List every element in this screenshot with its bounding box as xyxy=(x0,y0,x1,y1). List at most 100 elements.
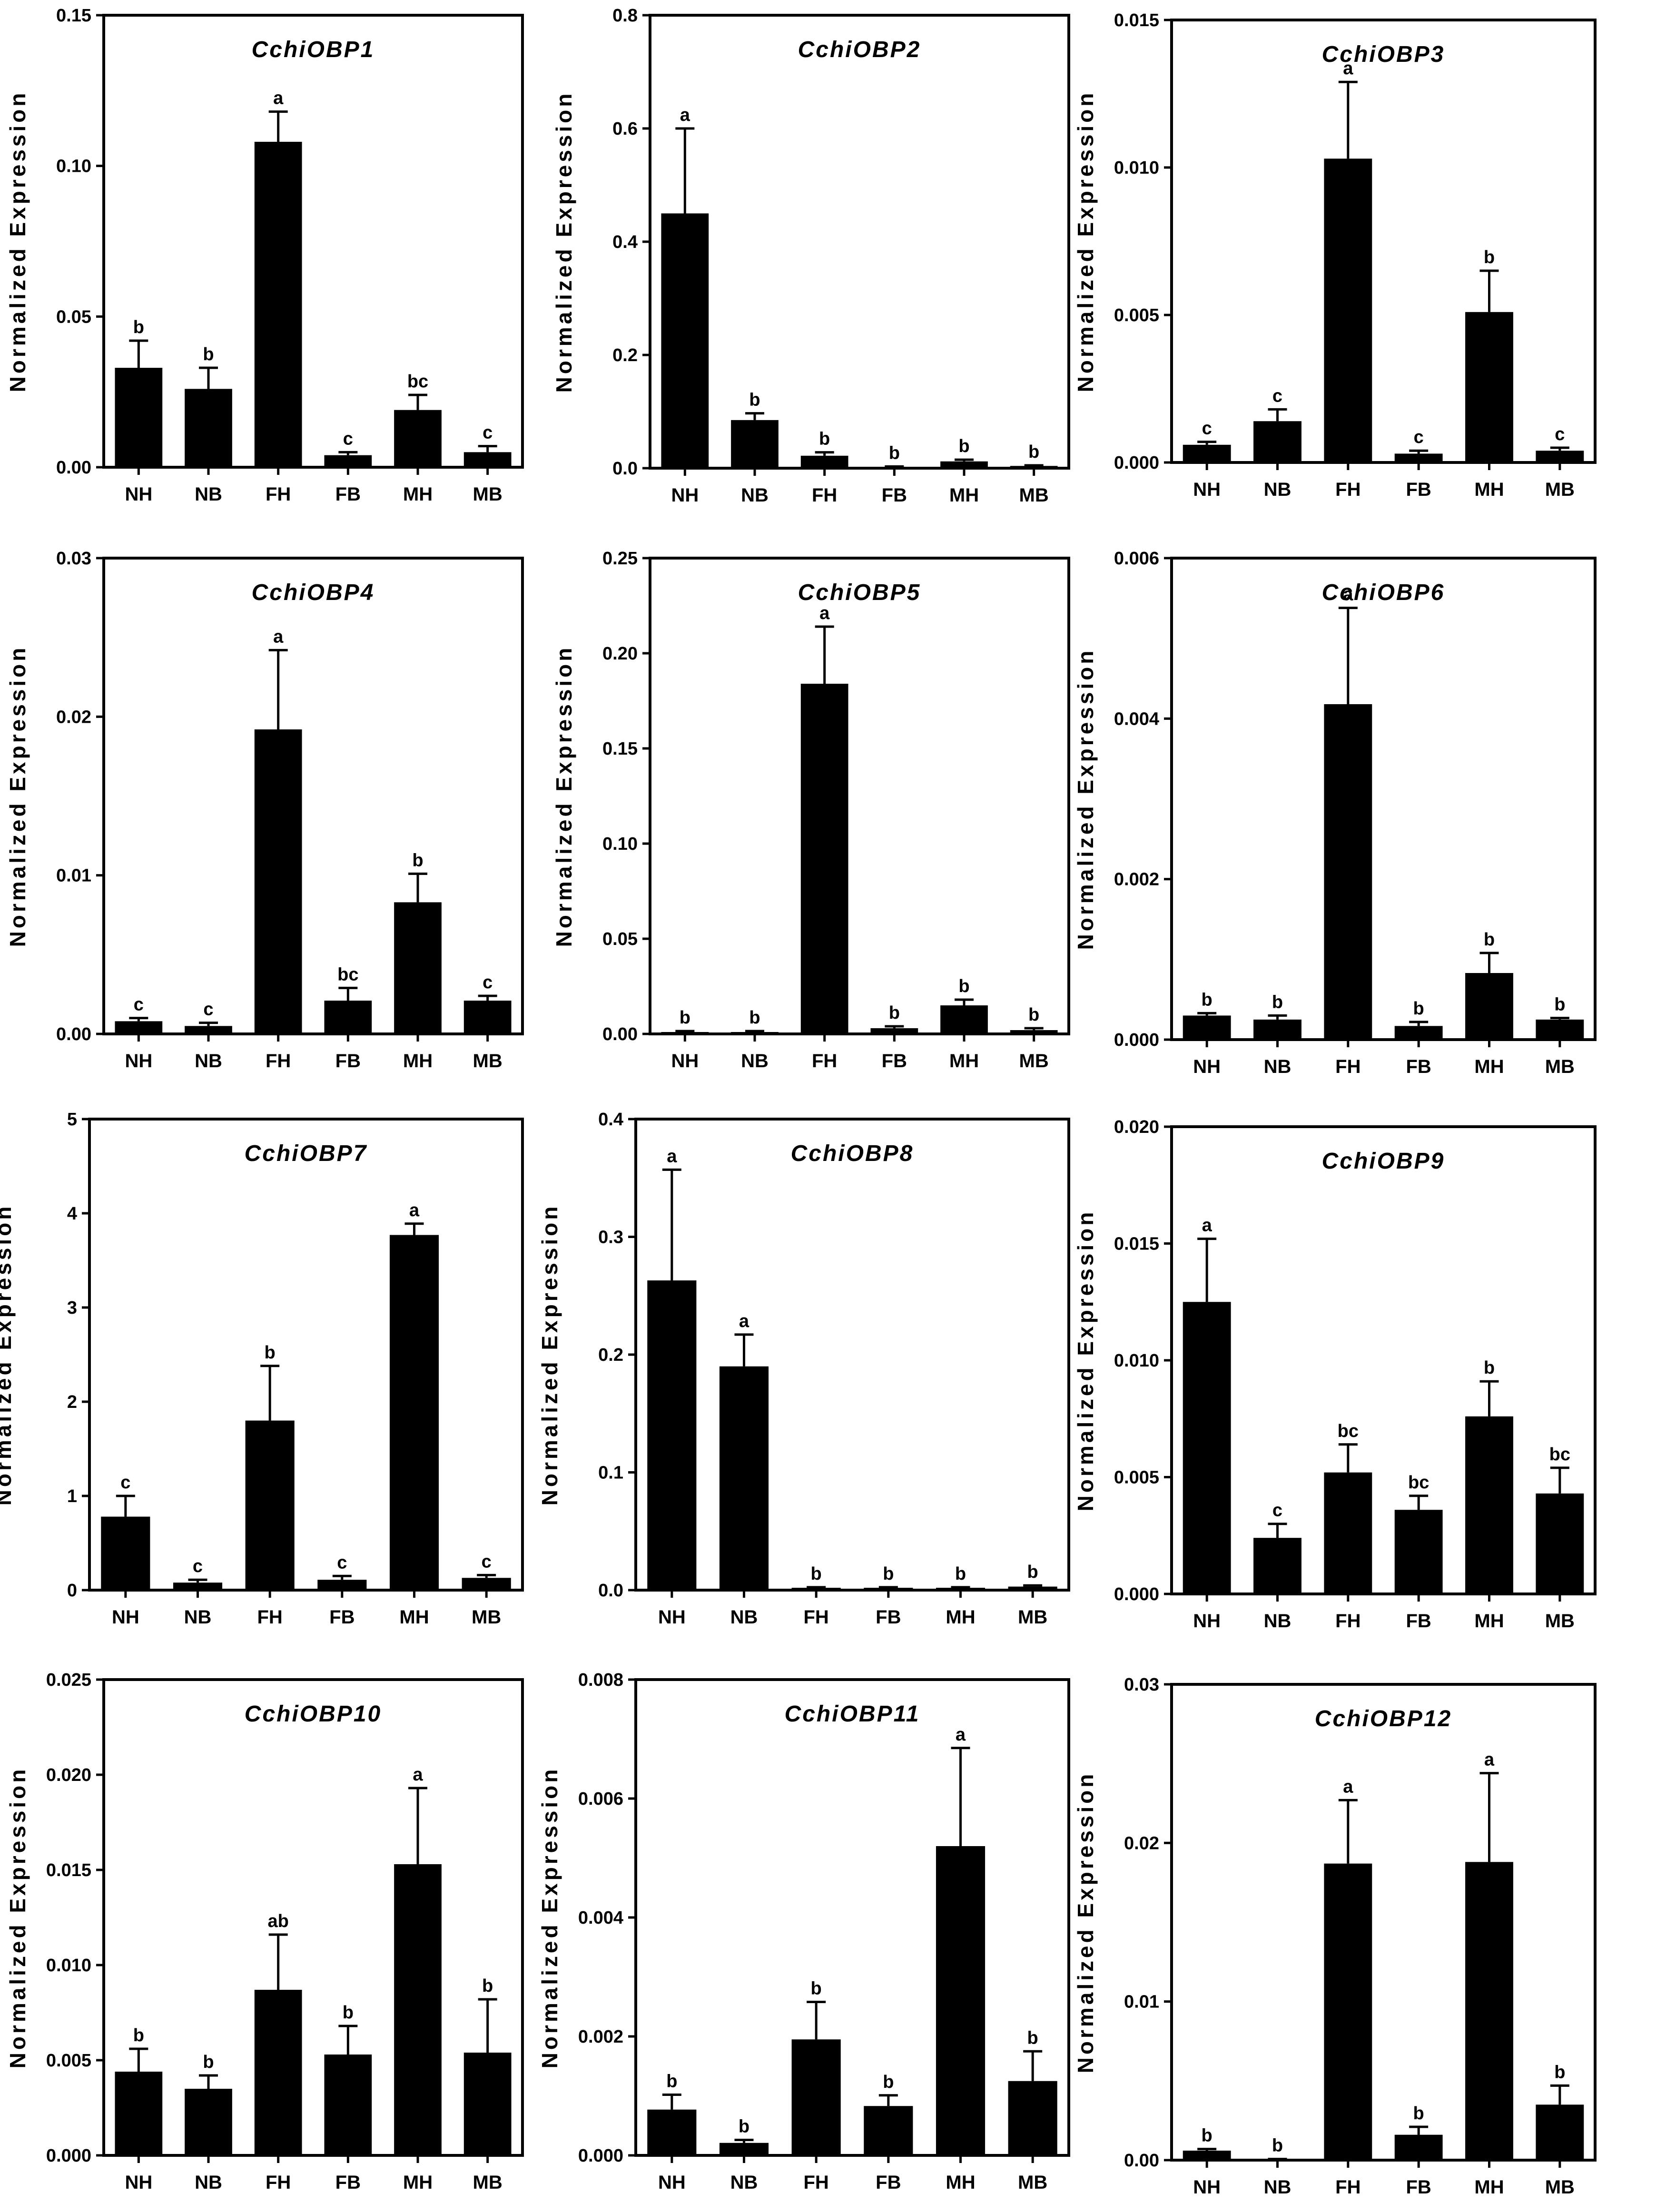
y-tick-label: 0.000 xyxy=(1114,453,1159,473)
x-tick-label-MB: MB xyxy=(1018,2172,1047,2193)
significance-label-FB: bc xyxy=(337,964,358,984)
x-tick-label-FH: FH xyxy=(804,1607,829,1628)
x-tick-label-MH: MH xyxy=(1474,479,1504,500)
x-tick-label-MB: MB xyxy=(473,484,503,505)
bar-FH xyxy=(254,1990,302,2155)
bar-NB xyxy=(173,1583,223,1590)
x-tick-label-MB: MB xyxy=(473,2172,503,2193)
bar-NB xyxy=(1253,1019,1301,1040)
bar-FB xyxy=(1394,2134,1443,2160)
significance-label-FH: a xyxy=(1343,59,1353,79)
x-tick-label-FB: FB xyxy=(876,1607,901,1628)
y-tick-label: 0.2 xyxy=(598,1345,623,1365)
significance-label-MB: b xyxy=(1028,1005,1039,1025)
x-tick-label-FB: FB xyxy=(876,2172,901,2193)
x-tick-label-FH: FH xyxy=(266,484,291,505)
plot-frame xyxy=(102,557,524,1035)
significance-label-NB: b xyxy=(1272,2136,1283,2156)
x-tick-label-NH: NH xyxy=(1193,2177,1221,2198)
x-tick-label-FH: FH xyxy=(1335,1056,1361,1077)
y-tick-label: 0.2 xyxy=(612,345,638,365)
y-tick-label: 0.8 xyxy=(612,6,638,26)
y-tick-label: 2 xyxy=(67,1392,77,1412)
bar-NB xyxy=(185,1026,232,1034)
y-tick-label: 0 xyxy=(67,1581,77,1601)
significance-label-MH: b xyxy=(1484,247,1495,267)
significance-label-FH: ab xyxy=(267,1911,288,1931)
bar-MB xyxy=(1536,1493,1584,1594)
significance-label-NB: b xyxy=(749,390,760,410)
y-tick-label: 0.015 xyxy=(46,1860,91,1880)
significance-label-NH: b xyxy=(680,1008,690,1028)
bar-NB xyxy=(185,389,232,467)
plot-frame xyxy=(88,1118,524,1592)
y-axis-title: Normalized Expression xyxy=(1073,1771,1098,2074)
x-tick-label-NH: NH xyxy=(1193,479,1221,500)
bar-MH xyxy=(940,1005,988,1034)
y-axis-title: Normalized Expression xyxy=(5,1767,30,2069)
bar-FB xyxy=(1394,1510,1443,1594)
x-tick-label-MH: MH xyxy=(1474,2177,1504,2198)
significance-label-MH: a xyxy=(413,1765,423,1785)
x-tick-label-MB: MB xyxy=(1018,1607,1047,1628)
plot-frame xyxy=(634,1678,1070,2157)
chart-CchiOBP12: 0.00 0.01 0.02 0.03 Normalized Expression Cch… xyxy=(1073,1675,1597,2198)
bar-MH xyxy=(1465,312,1513,462)
y-tick-label: 0.20 xyxy=(602,644,638,664)
bar-MB xyxy=(1008,2081,1057,2155)
y-tick-label: 0.05 xyxy=(602,929,638,949)
significance-label-MH: b xyxy=(958,436,969,456)
chart-title: CchiOBP10 xyxy=(245,1701,382,1727)
significance-label-NB: b xyxy=(203,2052,214,2072)
y-tick-label: 0.05 xyxy=(56,307,91,327)
significance-label-FH: a xyxy=(273,88,284,108)
x-tick-label-NB: NB xyxy=(1264,1056,1292,1077)
x-tick-label-FB: FB xyxy=(882,1051,907,1072)
y-tick-label: 0.000 xyxy=(1114,1030,1159,1050)
significance-label-FB: b xyxy=(883,1564,894,1584)
y-axis-title: Normalized Expression xyxy=(5,645,30,947)
x-tick-label-MH: MH xyxy=(403,1051,433,1072)
y-tick-label: 0.0 xyxy=(598,1581,623,1601)
bar-NB xyxy=(1253,421,1301,462)
y-axis-title: Normalized Expression xyxy=(552,645,576,947)
x-tick-label-NH: NH xyxy=(125,484,152,505)
x-tick-label-FB: FB xyxy=(1406,2177,1431,2198)
y-tick-label: 0.01 xyxy=(56,866,91,886)
significance-label-FB: b xyxy=(883,2072,894,2092)
x-tick-label-MB: MB xyxy=(1545,479,1575,500)
x-tick-label-FH: FH xyxy=(257,1607,283,1628)
significance-label-MB: b xyxy=(1027,2028,1038,2048)
bar-NH xyxy=(1183,1015,1231,1040)
y-tick-label: 0.005 xyxy=(1114,1468,1159,1488)
y-tick-label: 0.03 xyxy=(1124,1675,1159,1695)
significance-label-MH: b xyxy=(1484,930,1495,950)
significance-label-MB: b xyxy=(1554,2062,1565,2082)
significance-label-NH: a xyxy=(667,1146,677,1166)
plot-frame xyxy=(649,557,1070,1035)
y-tick-label: 0.000 xyxy=(578,2146,623,2166)
x-tick-label-NH: NH xyxy=(125,2172,152,2193)
bar-MH xyxy=(1465,1416,1513,1594)
x-tick-label-FB: FB xyxy=(335,2172,361,2193)
chart-title: CchiOBP4 xyxy=(252,580,375,605)
significance-label-FB: c xyxy=(1414,427,1424,447)
y-tick-label: 0.4 xyxy=(612,232,638,252)
bar-FH xyxy=(1324,1863,1372,2160)
y-tick-label: 0.0 xyxy=(612,459,638,479)
y-tick-label: 0.15 xyxy=(56,6,91,26)
chart-CchiOBP8: 0.0 0.1 0.2 0.3 0.4 Normalized Expression Cchi… xyxy=(537,1110,1070,1628)
bar-MB xyxy=(1536,2104,1584,2160)
bar-MH xyxy=(940,461,988,468)
bar-FB xyxy=(317,1580,367,1590)
significance-label-MB: c xyxy=(1555,424,1565,444)
bar-MH xyxy=(394,902,442,1034)
significance-label-FB: bc xyxy=(1408,1473,1429,1493)
x-tick-label-FH: FH xyxy=(804,2172,829,2193)
significance-label-NH: a xyxy=(680,105,690,125)
x-tick-label-MB: MB xyxy=(1545,1611,1575,1632)
chart-title: CchiOBP5 xyxy=(798,580,921,605)
significance-label-NB: b xyxy=(203,344,214,364)
bar-MB xyxy=(462,1578,511,1590)
bar-FH xyxy=(1324,704,1372,1040)
